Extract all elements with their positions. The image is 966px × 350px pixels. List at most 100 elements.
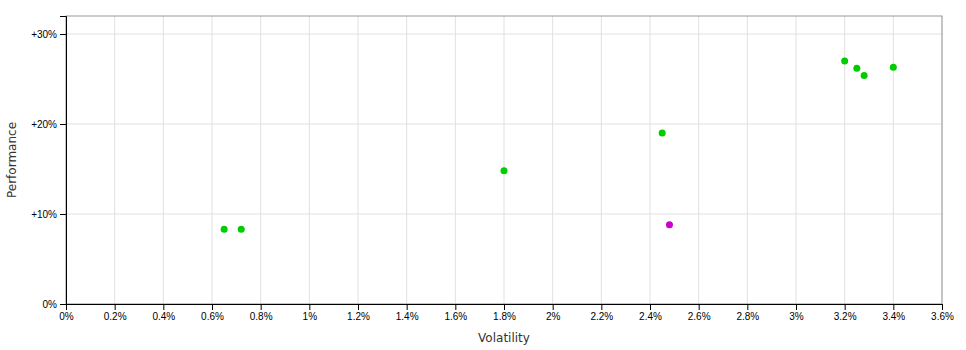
y-axis-title: Performance [5,122,19,198]
tick-mark [893,304,894,310]
tick-label: 2.2% [590,311,613,322]
tick-label: 3.4% [882,311,905,322]
tick-label: 3.6% [931,311,954,322]
tick-mark [601,304,602,310]
tick: 0.2% [104,304,127,322]
tick: 3.6% [931,304,954,322]
tick-label: +20% [31,119,57,130]
chart: 0% 0.2% 0.4% 0.6% 0.8% 1% 1.2% 1.4% 1.6% 1.8% 2% 2.… [0,0,966,350]
tick-mark [699,304,700,310]
grid-line [212,16,213,304]
points [221,58,897,233]
series [666,221,673,228]
point [861,72,868,79]
tick-mark [553,304,554,310]
tick-label: 0.4% [152,311,175,322]
tick: +10% [31,209,66,220]
grid-line [650,16,651,304]
tick-mark [650,304,651,310]
tick-label: 3.2% [834,311,857,322]
axis-line [67,305,943,311]
tick-label: 2.4% [639,311,662,322]
x-axis-title: Volatility [478,331,530,345]
tick: 2.8% [736,304,759,322]
y-axis: 0% +10% +20% +30% [31,17,66,310]
tick-mark [845,304,846,310]
grid-line [66,214,942,215]
tick-mark [212,304,213,310]
grid-line [698,16,699,304]
tick: 1.4% [396,304,419,322]
tick-label: 2.8% [736,311,759,322]
grid-line [309,16,310,304]
grid-line [114,16,115,304]
tick-label: +10% [31,209,57,220]
tick-label: 0.8% [250,311,273,322]
grid-line [455,16,456,304]
tick-label: 1.6% [444,311,467,322]
tick-mark [60,214,66,215]
grid-line [893,16,894,304]
tick: 2.6% [688,304,711,322]
axis-line [60,17,67,305]
point [501,167,508,174]
grid-line [747,16,748,304]
tick: 0% [59,304,74,322]
tick-mark [358,304,359,310]
point [221,226,228,233]
tick-mark [309,304,310,310]
tick-mark [747,304,748,310]
tick: 1% [303,304,318,322]
point [659,130,666,137]
grid-line [601,16,602,304]
tick: 1.8% [493,304,516,322]
point [890,64,897,71]
tick-label: 2.6% [688,311,711,322]
grid-line [406,16,407,304]
tick-mark [504,304,505,310]
tick: 0.8% [250,304,273,322]
tick: 2.4% [639,304,662,322]
tick: +30% [31,29,66,40]
grid-line [504,16,505,304]
point [238,226,245,233]
x-axis: 0% 0.2% 0.4% 0.6% 0.8% 1% 1.2% 1.4% 1.6% 1.8% 2% 2.… [59,304,954,322]
grid-line [358,16,359,304]
tick-label: 0.6% [201,311,224,322]
tick-label: 0% [43,299,58,310]
tick-mark [163,304,164,310]
tick-label: 1.2% [347,311,370,322]
tick: 1.2% [347,304,370,322]
grid-line [66,124,942,125]
tick-mark [407,304,408,310]
point [666,221,673,228]
tick: 3% [789,304,804,322]
tick-mark [115,304,116,310]
tick: 3.2% [834,304,857,322]
grid-line [552,16,553,304]
tick: 2% [546,304,561,322]
tick-label: 3% [789,311,804,322]
tick-mark [60,124,66,125]
tick-label: 0.2% [104,311,127,322]
tick: 0.4% [152,304,175,322]
tick-label: 1% [303,311,318,322]
tick-mark [796,304,797,310]
tick-mark [261,304,262,310]
tick-label: 0% [59,311,74,322]
grid [66,16,942,304]
tick: 0.6% [201,304,224,322]
grid-line [163,16,164,304]
tick-label: 2% [546,311,561,322]
tick: 0% [43,299,66,310]
plot: 0% 0.2% 0.4% 0.6% 0.8% 1% 1.2% 1.4% 1.6% 1.8% 2% 2.… [31,16,954,322]
tick: +20% [31,119,66,130]
point [841,58,848,65]
tick: 2.2% [590,304,613,322]
tick: 3.4% [882,304,905,322]
tick-mark [60,304,66,305]
tick-label: 1.8% [493,311,516,322]
grid-line [260,16,261,304]
tick-label: 1.4% [396,311,419,322]
tick: 1.6% [444,304,467,322]
